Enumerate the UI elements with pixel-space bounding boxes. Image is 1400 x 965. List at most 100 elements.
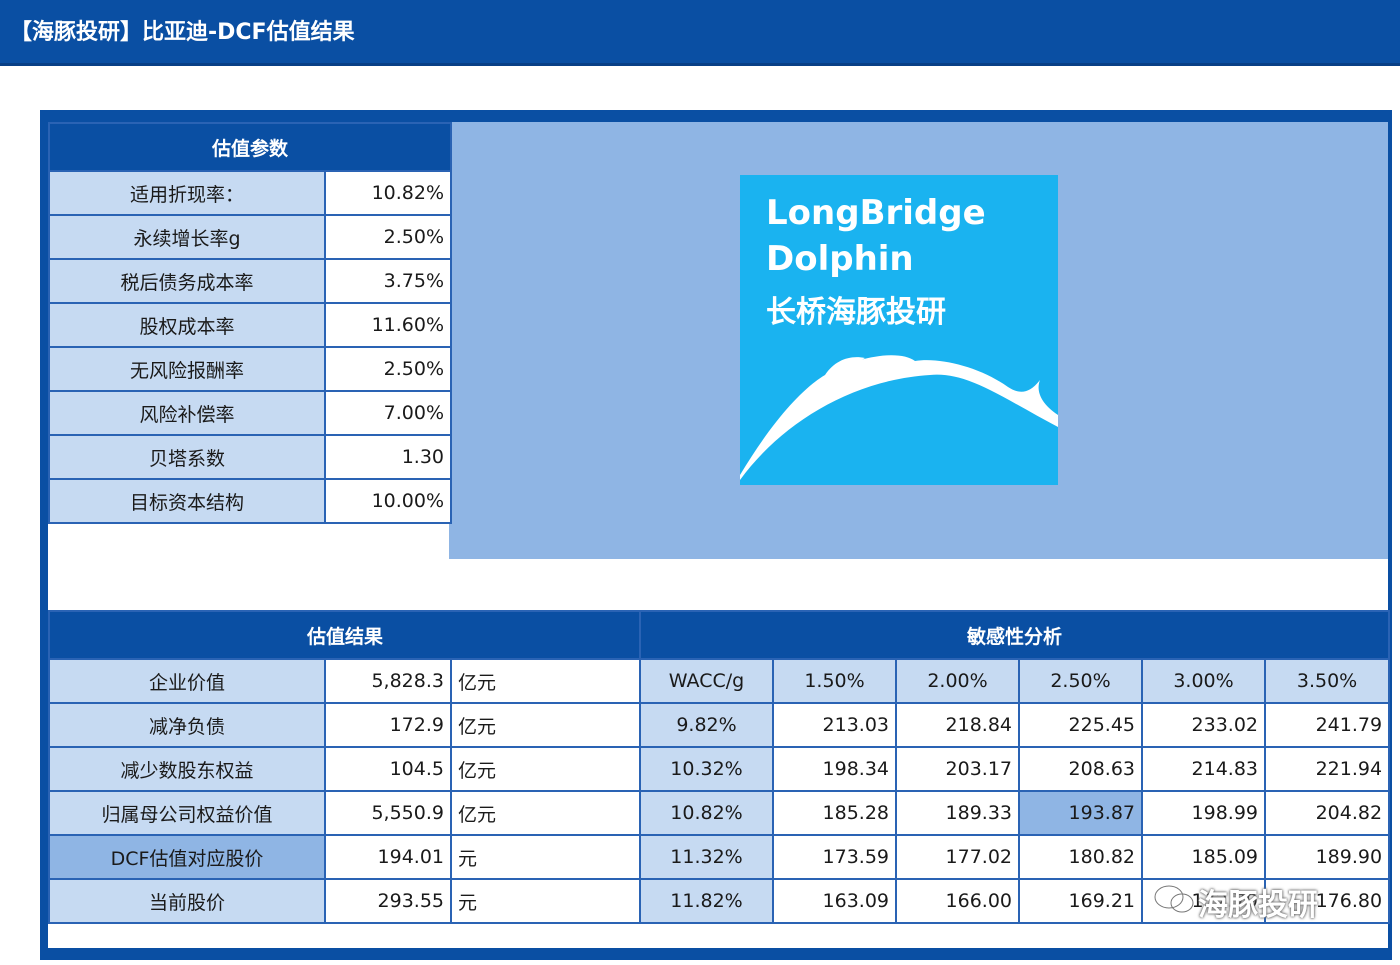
param-value: 2.50% <box>323 214 453 260</box>
param-label: 股权成本率 <box>48 302 326 348</box>
table-row: 减净负债 172.9 亿元 <box>48 702 643 748</box>
sensitivity-cell: 166.00 <box>895 878 1020 924</box>
table-row: 9.82% 213.03 218.84 225.45 233.02 241.79 <box>639 702 1391 748</box>
sensitivity-cell: 198.99 <box>1141 790 1266 836</box>
table-row: 适用折现率： 10.82% <box>48 170 453 216</box>
result-label: 减少数股东权益 <box>48 746 326 792</box>
sensitivity-table: 敏感性分析 WACC/g 1.50% 2.00% 2.50% 3.00% 3.5… <box>638 610 1391 924</box>
growth-header: 2.50% <box>1018 658 1143 704</box>
table-row: DCF估值对应股价 194.01 元 <box>48 834 643 880</box>
sensitivity-cell: 221.94 <box>1263 746 1391 792</box>
table-row: 无风险报酬率 2.50% <box>48 346 453 392</box>
result-value: 194.01 <box>324 834 452 880</box>
result-value: 172.9 <box>324 702 452 748</box>
param-label: 目标资本结构 <box>48 478 326 524</box>
watermark-text: 海豚投研 <box>1198 888 1318 923</box>
result-unit: 亿元 <box>449 658 643 704</box>
table-row: 减少数股东权益 104.5 亿元 <box>48 746 643 792</box>
sensitivity-cell: 225.45 <box>1018 702 1143 748</box>
wacc-label: 9.82% <box>639 702 774 748</box>
param-label: 适用折现率： <box>48 170 326 216</box>
wechat-icon <box>1153 884 1195 914</box>
sensitivity-cell: 241.79 <box>1263 702 1391 748</box>
valuation-params-table: 估值参数 适用折现率： 10.82% 永续增长率g 2.50% 税后债务成本率 3.7… <box>47 122 453 524</box>
dolphin-icon <box>740 355 1058 480</box>
sensitivity-cell: 180.82 <box>1018 834 1143 880</box>
sensitivity-cell-highlighted: 193.87 <box>1018 790 1143 836</box>
sensitivity-cell: 189.33 <box>895 790 1020 836</box>
valuation-results-table: 估值结果 企业价值 5,828.3 亿元 减净负债 172.9 亿元 减少数股东权益 10… <box>47 610 643 924</box>
sensitivity-corner: WACC/g <box>639 658 774 704</box>
sensitivity-heading: 敏感性分析 <box>638 610 1391 660</box>
sensitivity-cell: 203.17 <box>895 746 1020 792</box>
result-unit: 亿元 <box>449 746 643 792</box>
sensitivity-cell: 208.63 <box>1018 746 1143 792</box>
logo-line-2: Dolphin <box>766 239 914 279</box>
param-value: 7.00% <box>323 390 453 436</box>
sensitivity-cell: 198.34 <box>772 746 897 792</box>
sensitivity-cell: 214.83 <box>1141 746 1266 792</box>
param-label: 永续增长率g <box>48 214 326 260</box>
sensitivity-cell: 213.03 <box>772 702 897 748</box>
result-value: 104.5 <box>324 746 452 792</box>
sensitivity-cell: 163.09 <box>772 878 897 924</box>
table-row: 风险补偿率 7.00% <box>48 390 453 436</box>
sensitivity-cell: 233.02 <box>1141 702 1266 748</box>
table-row: 10.32% 198.34 203.17 208.63 214.83 221.9… <box>639 746 1391 792</box>
logo-line-3: 长桥海豚投研 <box>766 295 946 330</box>
sensitivity-cell: 189.90 <box>1263 834 1391 880</box>
table-row: 税后债务成本率 3.75% <box>48 258 453 304</box>
params-heading: 估值参数 <box>47 122 453 172</box>
result-label: 企业价值 <box>48 658 326 704</box>
growth-header: 1.50% <box>772 658 897 704</box>
wacc-label: 11.82% <box>639 878 774 924</box>
table-row: 贝塔系数 1.30 <box>48 434 453 480</box>
sensitivity-cell: 185.09 <box>1141 834 1266 880</box>
wacc-label: 11.32% <box>639 834 774 880</box>
table-row: WACC/g 1.50% 2.00% 2.50% 3.00% 3.50% <box>639 658 1391 704</box>
sensitivity-cell: 177.02 <box>895 834 1020 880</box>
sensitivity-cell: 173.59 <box>772 834 897 880</box>
param-value: 2.50% <box>323 346 453 392</box>
table-row: 归属母公司权益价值 5,550.9 亿元 <box>48 790 643 836</box>
param-label: 风险补偿率 <box>48 390 326 436</box>
result-unit: 元 <box>449 834 643 880</box>
results-heading: 估值结果 <box>47 610 643 660</box>
wacc-label: 10.32% <box>639 746 774 792</box>
param-value: 10.82% <box>323 170 453 216</box>
result-label: DCF估值对应股价 <box>48 834 326 880</box>
table-row: 当前股价 293.55 元 <box>48 878 643 924</box>
result-value: 5,550.9 <box>324 790 452 836</box>
param-value: 10.00% <box>323 478 453 524</box>
table-row: 永续增长率g 2.50% <box>48 214 453 260</box>
sensitivity-cell: 169.21 <box>1018 878 1143 924</box>
sensitivity-cell: 176.80 <box>1263 878 1391 924</box>
table-row: 目标资本结构 10.00% <box>48 478 453 524</box>
param-label: 税后债务成本率 <box>48 258 326 304</box>
param-value: 11.60% <box>323 302 453 348</box>
sensitivity-cell: 218.84 <box>895 702 1020 748</box>
section-gap <box>48 559 1388 610</box>
table-row: 企业价值 5,828.3 亿元 <box>48 658 643 704</box>
header-bar: 【海豚投研】比亚迪-DCF估值结果 <box>0 0 1400 66</box>
param-value: 3.75% <box>323 258 453 304</box>
result-value: 293.55 <box>324 878 452 924</box>
table-row: 股权成本率 11.60% <box>48 302 453 348</box>
result-label: 归属母公司权益价值 <box>48 790 326 836</box>
result-label: 减净负债 <box>48 702 326 748</box>
result-unit: 亿元 <box>449 790 643 836</box>
result-unit: 亿元 <box>449 702 643 748</box>
logo-line-1: LongBridge <box>766 193 986 233</box>
sensitivity-cell: 172.79 <box>1141 878 1266 924</box>
table-row: 11.32% 173.59 177.02 180.82 185.09 189.9… <box>639 834 1391 880</box>
table-row: 10.82% 185.28 189.33 193.87 198.99 204.8… <box>639 790 1391 836</box>
result-value: 5,828.3 <box>324 658 452 704</box>
result-unit: 元 <box>449 878 643 924</box>
param-value: 1.30 <box>323 434 453 480</box>
growth-header: 2.00% <box>895 658 1020 704</box>
longbridge-dolphin-logo: LongBridge Dolphin 长桥海豚投研 <box>740 175 1058 485</box>
page-title: 【海豚投研】比亚迪-DCF估值结果 <box>10 20 355 45</box>
sensitivity-cell: 204.82 <box>1263 790 1391 836</box>
sensitivity-cell: 185.28 <box>772 790 897 836</box>
growth-header: 3.00% <box>1141 658 1266 704</box>
